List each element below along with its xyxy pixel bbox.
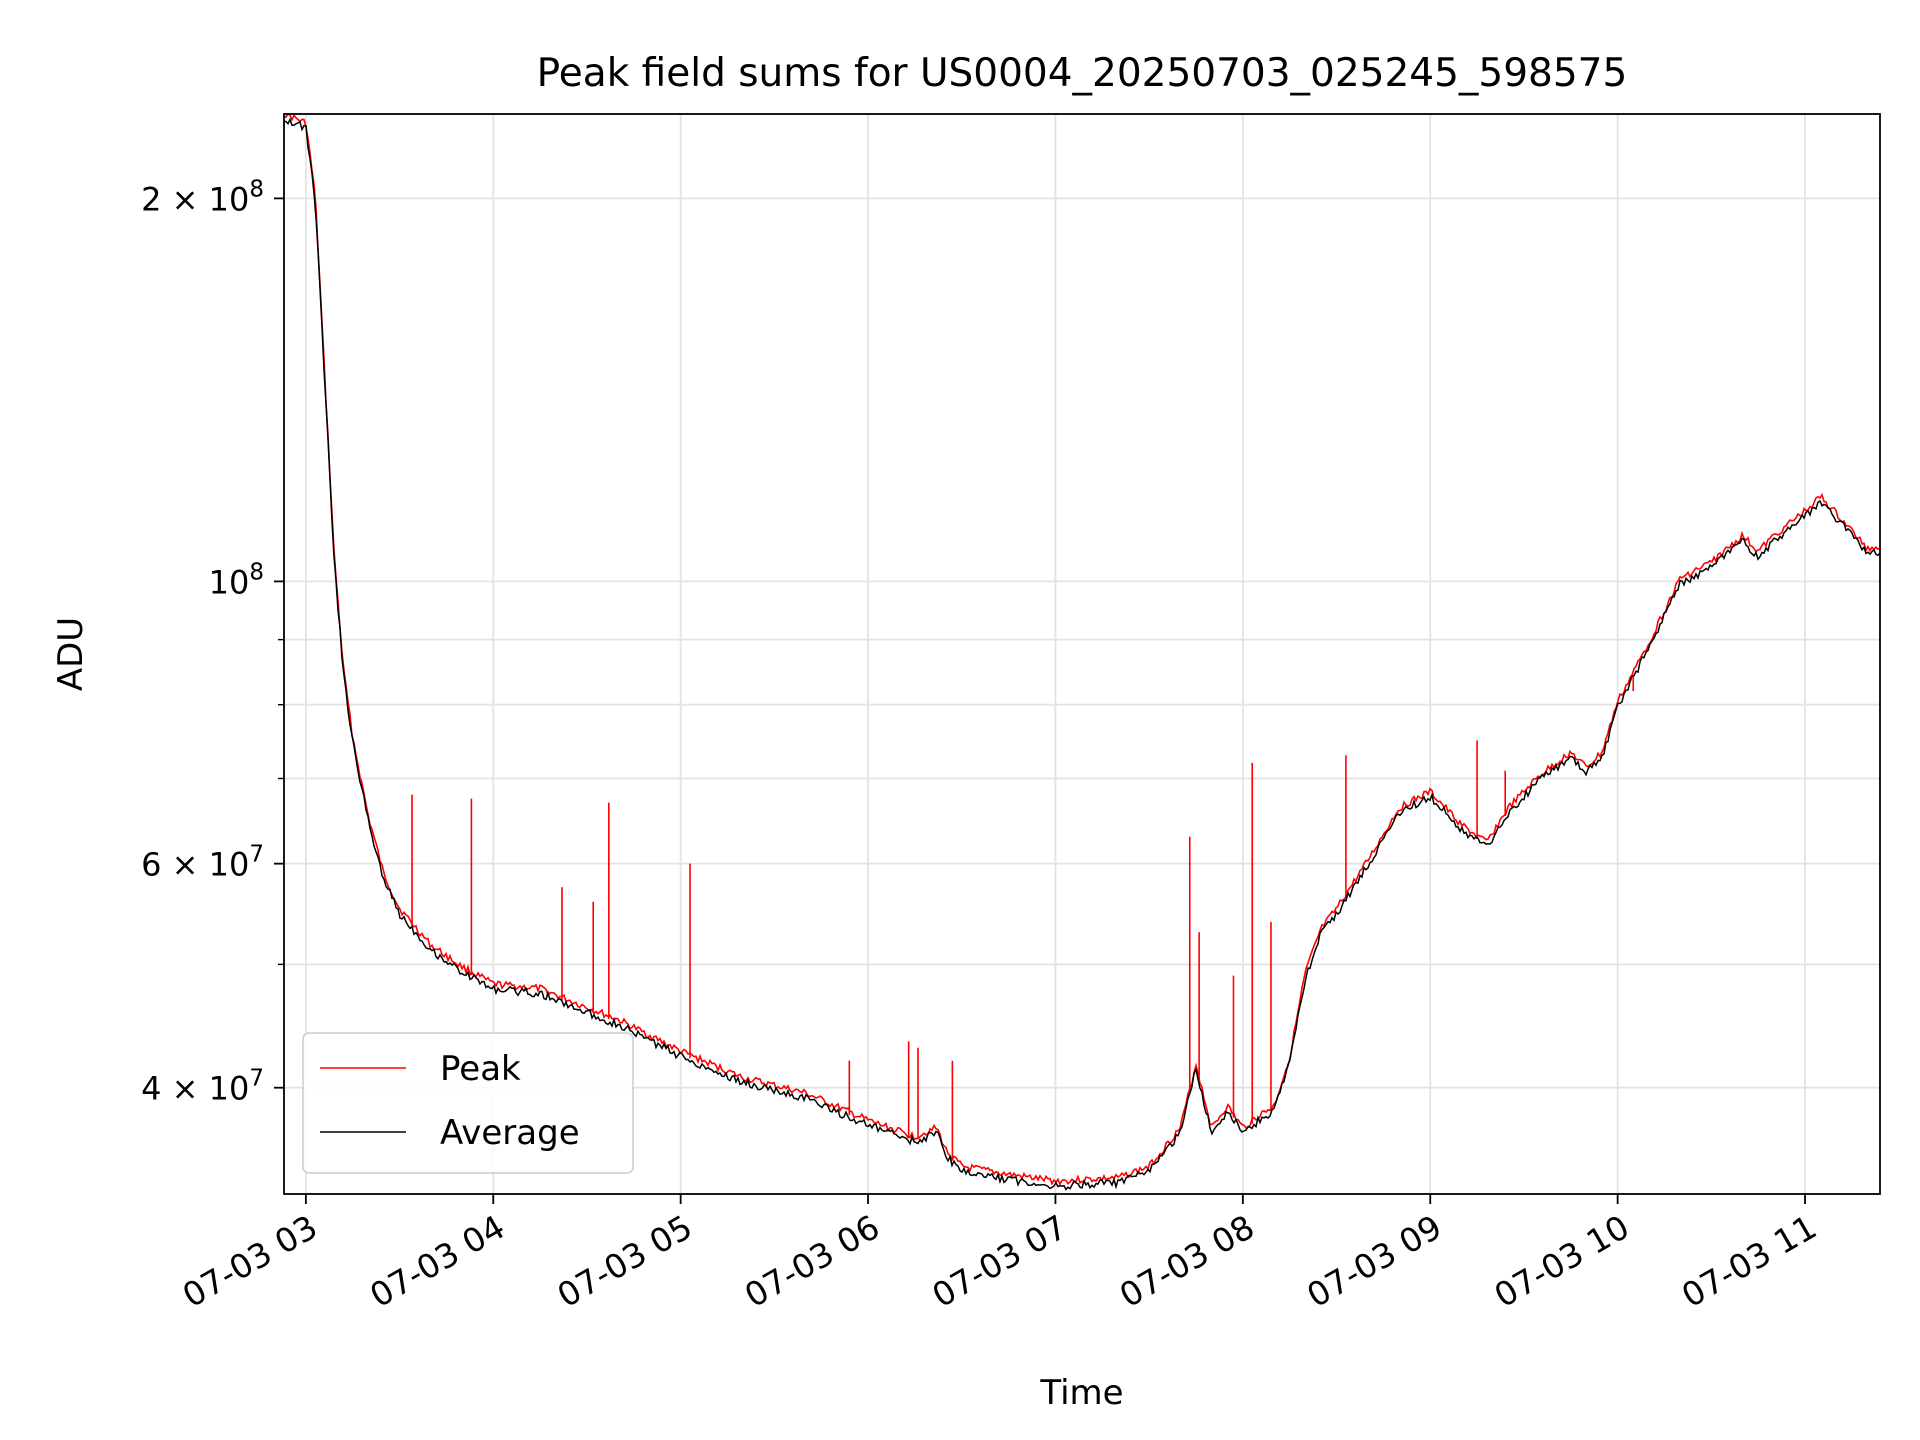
y-tick-label: 4 × 107 (141, 1066, 264, 1108)
x-tick-label: 07-03 07 (925, 1207, 1073, 1315)
x-tick-label: 07-03 03 (176, 1207, 324, 1315)
x-axis: 07-03 03 07-03 04 07-03 05 07-03 06 07-03 07… (176, 1194, 1823, 1315)
y-axis: 4 × 107 6 × 107 108 2 × 108 (141, 176, 284, 1108)
x-tick-label: 07-03 06 (738, 1207, 886, 1315)
x-tick-label: 07-03 10 (1488, 1207, 1636, 1315)
x-axis-label: Time (1039, 1373, 1123, 1413)
y-tick-label: 108 (209, 559, 264, 601)
legend-label-peak: Peak (440, 1049, 521, 1089)
x-tick-label: 07-03 11 (1675, 1207, 1823, 1315)
plot-frame (283, 113, 1881, 1195)
chart-title: Peak field sums for US0004_20250703_0252… (537, 51, 1628, 96)
y-tick-label: 2 × 108 (141, 176, 264, 218)
grid (284, 114, 1880, 1194)
y-axis-label: ADU (51, 617, 91, 691)
legend: Peak Average (302, 1032, 634, 1174)
x-tick-label: 07-03 08 (1113, 1207, 1261, 1315)
series-average-line (283, 117, 1881, 1191)
x-tick-label: 07-03 04 (363, 1207, 511, 1315)
legend-label-average: Average (440, 1113, 580, 1153)
series-lines (283, 112, 1881, 1191)
series-peak-line (283, 112, 1881, 1187)
y-tick-label: 6 × 107 (141, 842, 264, 884)
x-tick-label: 07-03 05 (551, 1207, 699, 1315)
x-tick-label: 07-03 09 (1300, 1207, 1448, 1315)
